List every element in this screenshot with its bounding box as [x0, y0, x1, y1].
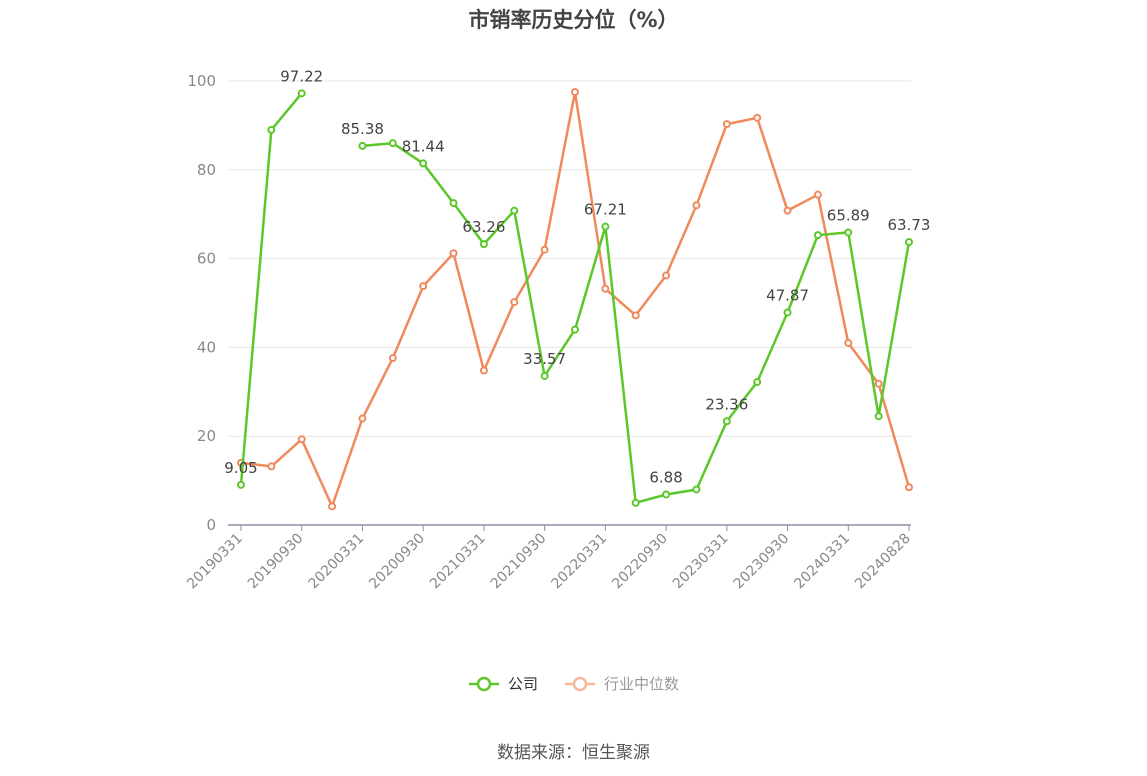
- legend-item-company[interactable]: 公司: [468, 673, 538, 694]
- y-tick-label: 100: [187, 72, 216, 90]
- data-point-company: [783, 308, 792, 317]
- data-label-company: 97.22: [280, 67, 323, 85]
- data-point-company: [358, 141, 367, 150]
- data-point-company: [601, 222, 610, 231]
- chart-title: 市销率历史分位（%）: [468, 8, 679, 32]
- data-point-industry-median: [449, 249, 458, 258]
- y-tick-label: 20: [197, 427, 216, 445]
- data-point-company: [419, 159, 428, 168]
- x-tick-label: 20190930: [245, 531, 307, 593]
- data-point-industry-median: [267, 462, 276, 471]
- data-point-industry-median: [388, 354, 397, 363]
- data-point-company: [692, 485, 701, 494]
- data-point-company: [540, 371, 549, 380]
- data-point-company: [237, 480, 245, 489]
- data-point-company: [479, 240, 488, 249]
- data-source-note: 数据来源：恒生聚源: [497, 743, 650, 763]
- x-tick-label: 20190331: [184, 531, 246, 593]
- y-tick-label: 80: [197, 161, 216, 179]
- data-label-company: 63.73: [888, 216, 931, 234]
- x-tick-label: 20230331: [670, 531, 732, 593]
- data-point-company: [844, 228, 853, 237]
- data-label-company: 81.44: [402, 137, 445, 155]
- legend-label-industry-median: 行业中位数: [604, 675, 680, 693]
- x-tick-label: 20220331: [548, 531, 610, 593]
- data-point-industry-median: [571, 88, 579, 97]
- data-point-company: [297, 89, 306, 98]
- y-tick-label: 60: [197, 250, 216, 268]
- data-point-company: [662, 490, 671, 499]
- data-point-company: [813, 231, 822, 240]
- data-point-industry-median: [419, 282, 428, 291]
- data-point-industry-median: [783, 206, 792, 215]
- legend-item-industry-median[interactable]: 行业中位数: [564, 673, 679, 694]
- data-point-company: [571, 325, 579, 334]
- x-tick-label: 20210930: [488, 531, 550, 593]
- data-point-industry-median: [601, 284, 610, 293]
- data-label-company: 67.21: [584, 201, 627, 219]
- data-point-company: [905, 238, 913, 247]
- line-chart: 0 20 40 60 80 100 20190331 20190930 20200331 2020…: [184, 67, 931, 593]
- legend-label-company: 公司: [507, 675, 538, 693]
- y-tick-label: 0: [206, 516, 216, 534]
- data-label-company: 85.38: [341, 120, 384, 138]
- x-tick-label: 20240828: [852, 531, 914, 593]
- data-point-company: [874, 412, 883, 421]
- data-label-company: 9.05: [224, 459, 257, 477]
- data-point-company: [631, 498, 640, 507]
- series-line-company: [239, 92, 303, 485]
- data-point-industry-median: [479, 366, 488, 375]
- x-tick-label: 20230930: [731, 531, 793, 593]
- data-point-industry-median: [297, 435, 306, 444]
- data-point-industry-median: [692, 201, 701, 210]
- data-point-company: [449, 199, 458, 208]
- series-line-company: [362, 141, 911, 505]
- x-tick-label: 20200930: [366, 531, 428, 593]
- data-point-company: [267, 125, 276, 134]
- data-label-company: 47.87: [766, 286, 809, 304]
- data-point-industry-median: [540, 245, 549, 254]
- data-point-company: [753, 378, 762, 387]
- data-point-industry-median: [662, 271, 671, 280]
- data-point-industry-median: [874, 379, 883, 388]
- x-tick-label: 20240331: [791, 531, 853, 593]
- data-point-company: [388, 139, 397, 148]
- y-tick-label: 40: [197, 338, 216, 356]
- data-point-industry-median: [328, 502, 337, 511]
- data-label-company: 6.88: [649, 468, 682, 486]
- data-label-company: 65.89: [827, 206, 870, 224]
- data-label-company: 23.36: [705, 395, 748, 413]
- chart-legend: 公司 行业中位数: [0, 673, 1147, 694]
- legend-company-icon: [468, 676, 499, 691]
- data-point-company: [722, 417, 731, 426]
- data-point-industry-median: [722, 120, 731, 129]
- data-point-industry-median: [905, 483, 913, 492]
- data-label-company: 33.57: [523, 350, 566, 368]
- data-point-industry-median: [510, 298, 519, 307]
- data-point-industry-median: [844, 338, 853, 347]
- x-tick-label: 20220930: [609, 531, 671, 593]
- data-point-company: [510, 206, 519, 215]
- data-point-industry-median: [631, 311, 640, 320]
- data-label-company: 63.26: [462, 218, 505, 236]
- data-point-industry-median: [358, 414, 367, 423]
- legend-industry-median-icon: [565, 676, 595, 691]
- data-point-industry-median: [753, 113, 762, 122]
- data-point-industry-median: [813, 190, 822, 199]
- x-tick-label: 20210331: [427, 531, 489, 593]
- x-tick-label: 20200331: [306, 531, 368, 593]
